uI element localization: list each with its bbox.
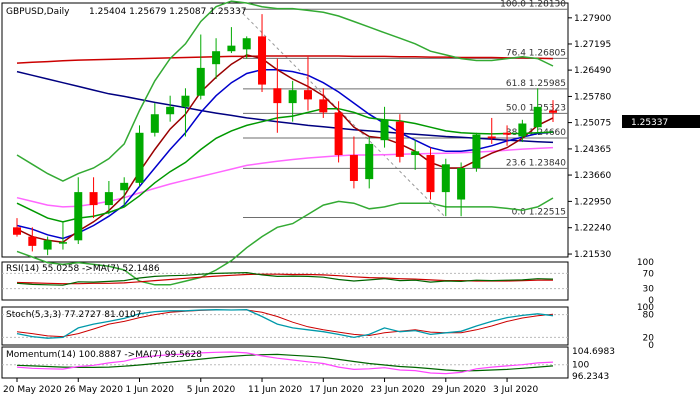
candle-body [258,36,267,85]
overlay-line [16,0,554,182]
overlay-line [16,70,554,144]
candle-body [549,110,557,113]
candle-body [74,192,83,241]
candle-body [212,51,221,65]
price-tick-label: 1.25780 [574,92,611,102]
rsi-line [16,271,554,286]
stoch-tick-label: 20 [643,333,655,343]
rsi-tick-label: 100 [637,258,654,268]
candle-body [150,114,159,133]
candle-body [441,164,450,193]
x-tick-label: 26 May 2020 [64,385,123,395]
x-tick-label: 3 Jul 2020 [493,385,538,395]
candle-body [487,136,496,139]
candle-body [104,192,113,206]
momentum-label: Momentum(14) 100.8887 ->MA(7) 99.5628 [6,350,202,360]
x-tick-label: 17 Jun 2020 [309,385,363,395]
x-tick-label: 29 Jun 2020 [432,385,486,395]
candle-body [288,90,297,104]
overlay-line [16,197,554,286]
stoch-panel-frame [1,306,569,346]
rsi-tick-label: 0 [648,296,654,306]
candle-body [227,45,236,52]
candle-body [319,99,328,113]
candle-body [365,143,374,180]
price-tick-label: 1.23660 [574,171,611,181]
last-price-box [622,115,700,128]
candle-body [380,119,389,141]
momentum-tick-label: 96.2343 [572,372,609,382]
x-tick-label: 23 Jun 2020 [371,385,425,395]
fib-level-label: 76.4 1.26805 [506,48,566,58]
candle-body [334,112,343,156]
ohlc-readout: 1.25404 1.25679 1.25087 1.25337 [89,7,246,17]
candle-body [472,134,481,169]
candle-body [13,227,21,235]
chart-title: GBPUSD,Daily [6,7,70,17]
price-tick-label: 1.25075 [574,119,611,129]
price-tick-label: 1.24365 [574,145,611,155]
stoch-tick-label: 100 [637,303,654,313]
overlay-line [16,68,554,240]
price-tick-label: 1.22950 [574,197,611,207]
stoch-label: Stoch(5,3,3) 77.2727 81.0107 [6,310,141,320]
stoch-k-line [16,309,554,339]
candle-body [457,168,466,200]
candlesticks [13,14,557,256]
fib-level-label: 23.6 1.23840 [506,158,566,168]
candle-body [349,155,358,181]
candle-body [395,121,404,157]
rsi-panel-frame [1,261,569,301]
price-tick-label: 1.27195 [574,40,611,50]
momentum-tick-label: 100 [572,361,589,371]
candle-body [518,123,527,137]
stoch-tick-label: 0 [648,341,654,351]
rsi-label: RSI(14) 55.0258 ->MA(7) 52.1486 [6,264,160,274]
candle-body [196,67,205,96]
overlay-line [16,55,554,64]
candle-body [28,236,37,246]
candle-body [181,95,190,107]
rsi-tick-label: 30 [643,285,655,295]
candle-body [411,151,420,156]
fib-level-label: 61.8 1.25985 [506,79,566,89]
candle-body [135,132,144,183]
panel-frames [1,2,569,379]
x-tick-label: 20 May 2020 [3,385,62,395]
x-tick-label: 1 Jun 2020 [126,385,175,395]
rsi-tick-label: 70 [643,269,655,279]
fib-level-label: 100.0 1.28130 [500,0,566,9]
momentum-tick-label: 104.6983 [572,347,615,357]
candle-body [58,242,67,244]
momentum-panel-frame [1,346,569,379]
candle-body [426,155,435,193]
candle-body [503,132,512,135]
axis-labels: 1.27900 1.27195 1.26490 1.25780 1.25075 1.243… [3,14,654,395]
candle-body [273,88,282,104]
stoch-d-line [16,309,554,338]
last-price-label: 1.25337 [631,118,668,128]
candle-body [533,106,542,128]
candle-body [89,192,98,206]
price-panel-frame [1,2,569,258]
candle-body [166,106,175,115]
stoch-tick-label: 80 [643,311,655,321]
candle-body [120,182,129,191]
overlay-line [16,107,554,223]
indicator-panels [2,271,568,375]
candle-body [303,90,312,100]
x-tick-label: 11 Jun 2020 [248,385,302,395]
candle-body [43,240,52,250]
price-tick-label: 1.22240 [574,224,611,234]
fib-level-label: 0.0 1.22515 [512,208,566,218]
x-tick-label: 5 Jun 2020 [187,385,236,395]
momentum-line [16,351,554,375]
price-tick-label: 1.27900 [574,14,611,24]
momentum-ma-line [16,353,554,372]
price-tick-label: 1.26490 [574,66,611,76]
price-tick-label: 1.21530 [574,250,611,260]
candle-body [242,38,251,50]
